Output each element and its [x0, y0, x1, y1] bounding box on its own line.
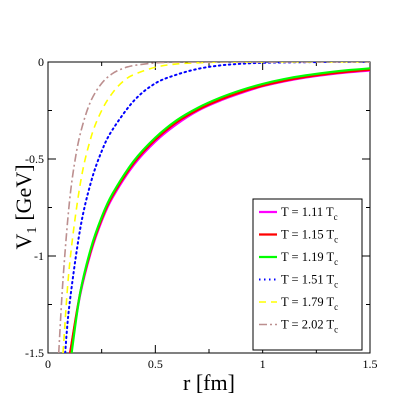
svg-text:V1[GeV]: V1 [GeV] [11, 164, 40, 249]
y-axis-title: V1 [GeV] [11, 164, 40, 249]
y-axis-title-units: [GeV] [11, 164, 36, 220]
axis-ticks: 0 0.5 1 1.5 0 -0.5 -1 -1.5 [25, 55, 378, 371]
legend-label-sub: c [334, 257, 338, 267]
y-axis-title-sub: 1 [25, 227, 40, 234]
x-tick-label: 0.5 [148, 357, 163, 371]
legend-label: T = 1.19 Tc [281, 250, 338, 267]
y-tick-label: -1 [34, 249, 44, 263]
series-line-5 [62, 62, 370, 353]
series-line-6 [57, 62, 370, 353]
legend-label-sub: c [334, 280, 338, 290]
legend: T = 1.11 TcT = 1.15 TcT = 1.19 TcT = 1.5… [252, 198, 363, 351]
legend-label-main: T = 2.02 T [281, 318, 334, 332]
legend-label-sub: c [334, 325, 338, 335]
x-axis-title: r [fm] [183, 370, 235, 395]
y-axis-title-main: V [11, 234, 36, 250]
legend-label: T = 1.15 Tc [281, 228, 338, 245]
legend-label-main: T = 1.15 T [281, 228, 334, 242]
legend-label-main: T = 1.19 T [281, 250, 334, 264]
legend-label: T = 1.79 Tc [281, 295, 338, 312]
series-line-3 [70, 67, 370, 353]
legend-label-sub: c [334, 302, 338, 312]
legend-label: T = 1.51 Tc [281, 273, 338, 290]
y-tick-label: 0 [38, 55, 44, 69]
legend-label-main: T = 1.51 T [281, 273, 334, 287]
legend-label: T = 1.11 Tc [281, 205, 338, 222]
y-tick-label: -0.5 [25, 152, 44, 166]
x-tick-label: 0 [45, 357, 51, 371]
legend-label-main: T = 1.79 T [281, 295, 334, 309]
legend-label-sub: c [334, 235, 338, 245]
x-tick-label: 1.5 [363, 357, 378, 371]
legend-label-sub: c [334, 212, 338, 222]
legend-label-main: T = 1.11 T [281, 205, 334, 219]
y-tick-label: -1.5 [25, 346, 44, 360]
x-tick-label: 1 [260, 357, 266, 371]
legend-label: T = 2.02 Tc [281, 318, 338, 335]
series-group [57, 62, 370, 353]
